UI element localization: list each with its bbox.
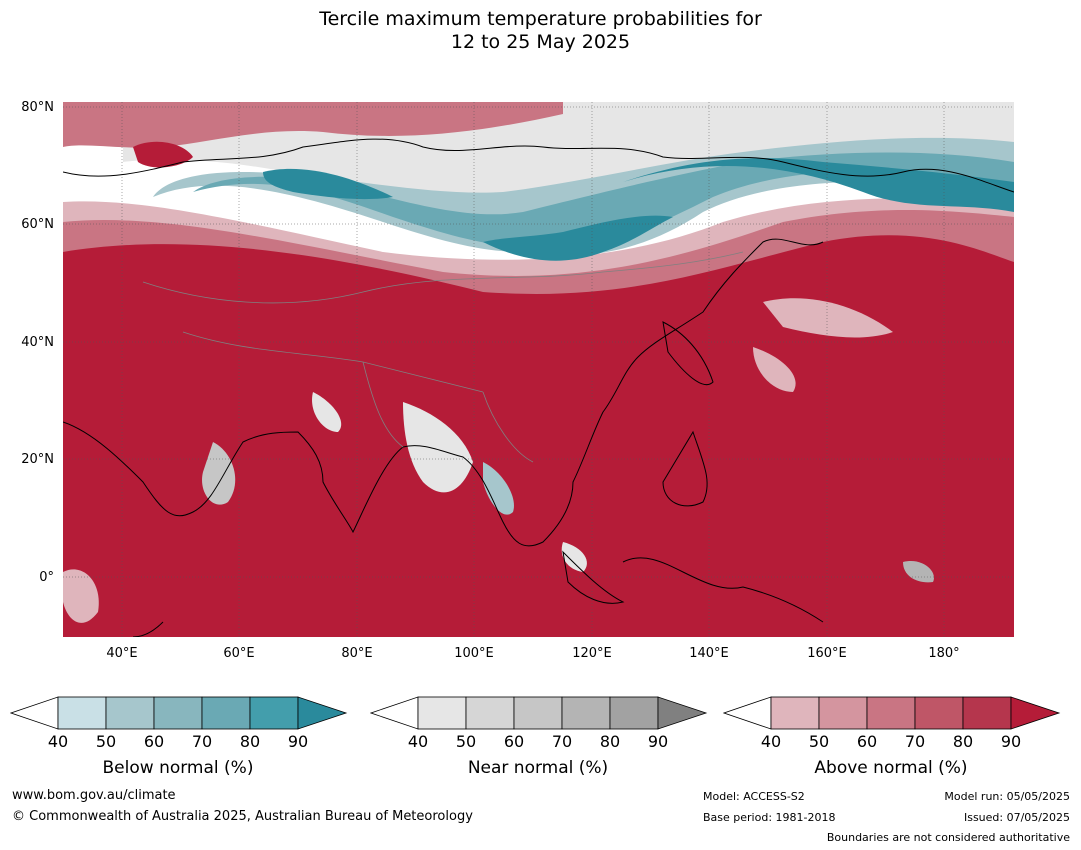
probability-map: [63, 102, 1014, 637]
below-normal-colorbar-segment: [249, 696, 299, 730]
lat-label-20n: 20°N: [21, 452, 54, 467]
above-normal-colorbar-segment: [914, 696, 964, 730]
near-normal-colorbar-segment: [609, 696, 659, 730]
below-normal-colorbar-segment: [153, 696, 203, 730]
map-title: Tercile maximum temperature probabilitie…: [0, 8, 1081, 54]
model-run-text: Model run: 05/05/2025: [944, 790, 1070, 803]
map-canvas: [63, 102, 1014, 637]
colorbar-tick-label: 70: [551, 732, 573, 751]
copyright-text: © Commonwealth of Australia 2025, Austra…: [12, 809, 473, 824]
above-normal-colorbar-label: Above normal (%): [814, 758, 968, 778]
near-normal-colorbar: [370, 696, 708, 730]
above-normal-colorbar: [723, 696, 1061, 730]
title-line-2: 12 to 25 May 2025: [450, 31, 631, 53]
above-normal-colorbar-segment: [866, 696, 916, 730]
above-normal-colorbar-segment: [818, 696, 868, 730]
near-normal-colorbar-segment: [465, 696, 515, 730]
below-normal-colorbar-high-arrow: [297, 696, 348, 730]
colorbar-tick-label: 60: [143, 732, 165, 751]
lat-label-40n: 40°N: [21, 335, 54, 350]
near-normal-colorbar-segment: [417, 696, 467, 730]
below-normal-colorbar-segment: [57, 696, 107, 730]
above-normal-colorbar-low-arrow: [723, 696, 772, 730]
colorbar-tick-label: 40: [760, 732, 782, 751]
colorbar-tick-label: 80: [239, 732, 261, 751]
lon-label-120e: 120°E: [572, 646, 612, 661]
disclaimer-text: Boundaries are not considered authoritat…: [826, 831, 1070, 844]
website-link[interactable]: www.bom.gov.au/climate: [12, 788, 176, 803]
colorbar-tick-label: 90: [287, 732, 309, 751]
lat-label-0: 0°: [39, 570, 54, 585]
below-normal-colorbar-segment: [201, 696, 251, 730]
colorbar-tick-label: 70: [191, 732, 213, 751]
colorbar-tick-label: 40: [407, 732, 429, 751]
colorbar-tick-label: 80: [599, 732, 621, 751]
lon-label-80e: 80°E: [341, 646, 373, 661]
colorbar-tick-label: 40: [47, 732, 69, 751]
near-normal-colorbar-low-arrow: [370, 696, 419, 730]
lon-label-40e: 40°E: [106, 646, 138, 661]
colorbar-tick-label: 50: [808, 732, 830, 751]
above-normal-colorbar-segment: [962, 696, 1012, 730]
colorbar-tick-label: 60: [856, 732, 878, 751]
near-normal-colorbar-segment: [513, 696, 563, 730]
near-normal-colorbar-label: Near normal (%): [467, 758, 609, 778]
base-period-text: Base period: 1981-2018: [703, 811, 836, 824]
model-text: Model: ACCESS-S2: [703, 790, 805, 803]
near-normal-colorbar-high-arrow: [657, 696, 708, 730]
lon-label-160e: 160°E: [807, 646, 847, 661]
below-normal-colorbar-label: Below normal (%): [102, 758, 254, 778]
colorbar-tick-label: 70: [904, 732, 926, 751]
title-line-1: Tercile maximum temperature probabilitie…: [319, 8, 762, 30]
colorbar-tick-label: 60: [503, 732, 525, 751]
lat-label-80n: 80°N: [21, 100, 54, 115]
lat-label-60n: 60°N: [21, 217, 54, 232]
below-normal-colorbar: [10, 696, 348, 730]
lon-label-180: 180°: [928, 646, 960, 661]
colorbar-tick-label: 90: [1000, 732, 1022, 751]
above-normal-colorbar-high-arrow: [1010, 696, 1061, 730]
colorbar-tick-label: 80: [952, 732, 974, 751]
above-normal-colorbar-segment: [770, 696, 820, 730]
lon-label-100e: 100°E: [454, 646, 494, 661]
colorbar-tick-label: 50: [95, 732, 117, 751]
lon-label-60e: 60°E: [223, 646, 255, 661]
colorbar-tick-label: 90: [647, 732, 669, 751]
colorbar-tick-label: 50: [455, 732, 477, 751]
below-normal-colorbar-low-arrow: [10, 696, 59, 730]
lon-label-140e: 140°E: [689, 646, 729, 661]
near-normal-colorbar-segment: [561, 696, 611, 730]
below-normal-colorbar-segment: [105, 696, 155, 730]
issued-text: Issued: 07/05/2025: [963, 811, 1070, 824]
